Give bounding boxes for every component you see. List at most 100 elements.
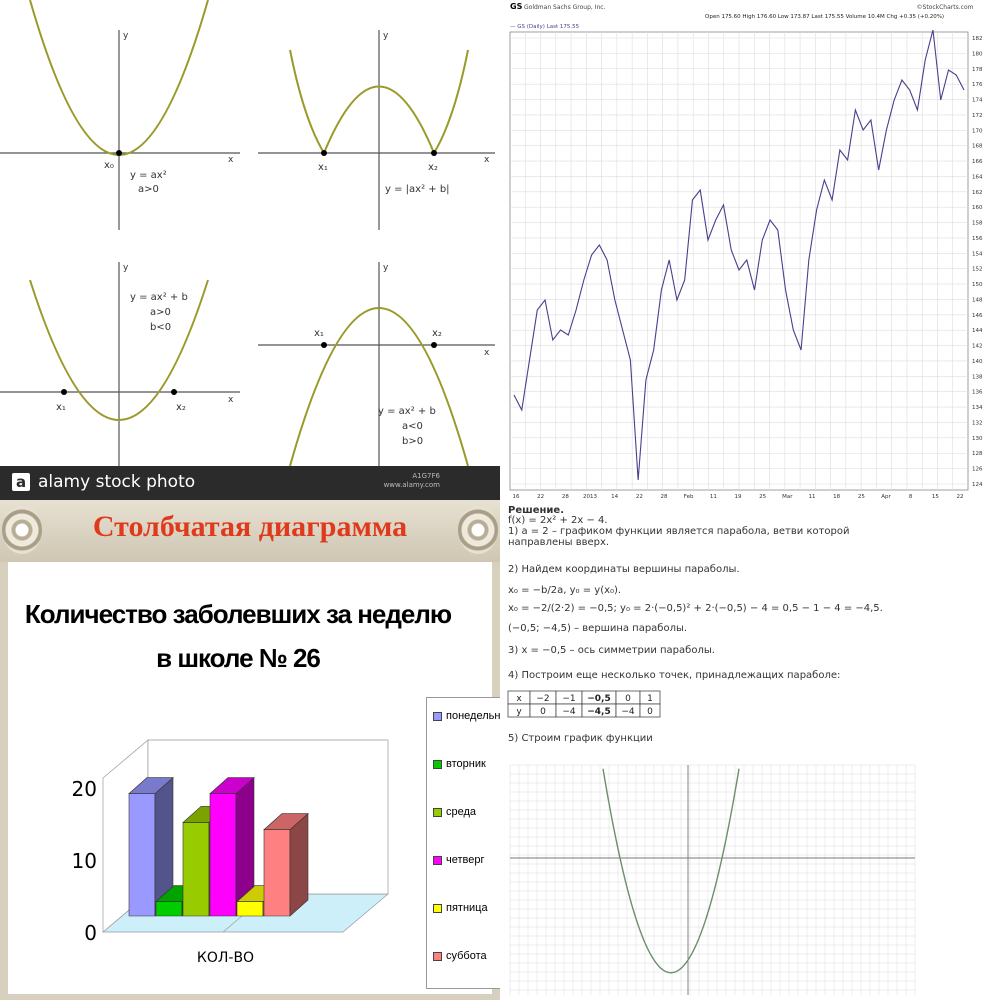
stock-line-chart: GS Goldman Sachs Group, Inc. ©StockChart…	[509, 2, 983, 500]
chart-legend: понедельник вторник среда четверг пятница суб…	[426, 697, 500, 989]
series-legend: — GS (Daily) Last 175.55	[510, 24, 580, 30]
slide-frame-left	[0, 562, 8, 1000]
table-cell: −2	[536, 694, 549, 704]
x-tick-label: 22	[537, 494, 544, 500]
x-tick-label: 19	[735, 494, 742, 500]
point-label: x₀	[104, 160, 114, 171]
y-tick-label: 20	[72, 777, 97, 801]
ohlc-readout: Open 175.60 High 176.60 Low 173.87 Last …	[705, 14, 944, 20]
point-label: x₁	[56, 402, 66, 413]
formula: y = ax²	[130, 170, 167, 181]
y-tick-label: 168	[972, 144, 983, 150]
y-tick-label: 124	[972, 482, 983, 488]
x-tick-label: 18	[833, 494, 840, 500]
bar-суббота	[263, 812, 309, 917]
y-tick-label: 172	[972, 113, 983, 119]
point-label: x₁	[314, 328, 324, 339]
x-axis-label: x	[484, 155, 490, 165]
table-cell: −1	[562, 694, 575, 704]
legend-label: понедельник	[446, 710, 500, 722]
point-label: x₂	[432, 328, 442, 339]
table-cell: −4,5	[587, 707, 610, 717]
graph-ax2-b-positive-a: y x x₁ x₂ y = ax² + b a>0 b<0	[0, 262, 240, 466]
legend-item: понедельник	[433, 710, 500, 722]
alamy-image-id: A1G7F6 www.alamy.com	[383, 472, 440, 489]
y-tick-label: 10	[72, 849, 97, 873]
y-tick-label: 180	[972, 51, 983, 57]
y-tick-label: 146	[972, 313, 983, 319]
solution-panel: Решение. f(x) = 2x² + 2x − 4. 1) a = 2 – г…	[500, 505, 1000, 1000]
legend-item: суббота	[433, 950, 487, 962]
condition: a<0	[402, 421, 423, 432]
slide-frame-top	[0, 500, 500, 562]
x-tick-label: 16	[513, 494, 520, 500]
chart-title: Количество заболевших за неделю в школе …	[24, 599, 452, 673]
legend-label: суббота	[446, 950, 487, 962]
y-tick-label: 136	[972, 390, 983, 396]
x-tick-label: Apr	[881, 494, 891, 500]
solution-line: x₀ = −b/2a, y₀ = y(x₀).	[508, 585, 622, 596]
x-tick-label: 25	[858, 494, 865, 500]
point-label: x₂	[428, 162, 438, 173]
x-tick-label: Feb	[684, 494, 694, 500]
solution-line: x₀ = −2/(2·2) = −0,5; y₀ = 2·(−0,5)² + 2…	[508, 603, 883, 614]
scroll-ornament-right	[458, 506, 498, 554]
table-cell: −4	[621, 707, 635, 717]
x-tick-label: Mar	[782, 494, 793, 500]
y-tick-label: 182	[972, 36, 983, 42]
slide-title: Столбчатая диаграмма	[92, 510, 408, 543]
condition: a>0	[150, 307, 171, 318]
solution-line: f(x) = 2x² + 2x − 4.	[508, 515, 608, 526]
legend-swatch	[433, 711, 442, 721]
condition: a>0	[138, 184, 159, 195]
y-tick-label: 158	[972, 221, 983, 227]
y-tick-label: 130	[972, 436, 983, 442]
solution-line: Решение.	[508, 505, 565, 516]
legend-label: четверг	[446, 854, 485, 866]
y-tick-label: 144	[972, 328, 983, 334]
x-tick-label: 11	[809, 494, 816, 500]
point-label: x₁	[318, 162, 328, 173]
alamy-watermark-bar: a alamy stock photo A1G7F6 www.alamy.com	[0, 466, 500, 500]
y-tick-label: 174	[972, 98, 983, 104]
price-series-line	[513, 29, 965, 481]
solution-line: 2) Найдем координаты вершины параболы.	[508, 564, 740, 575]
y-axis-label: y	[123, 31, 129, 41]
formula: y = |ax² + b|	[385, 184, 450, 195]
solution-line: (−0,5; −4,5) – вершина параболы.	[508, 623, 688, 634]
x-axis-label: x	[228, 395, 234, 405]
parabola-diagrams-panel: y x x₀ y = ax² a>0 y x x₁ x₂ y = |ax² + …	[0, 0, 500, 500]
x-axis-label: x	[484, 348, 490, 358]
bar-chart-3d: 0 10 20 КОЛ-ВО	[72, 739, 389, 966]
stock-chart-panel: GS Goldman Sachs Group, Inc. ©StockChart…	[500, 0, 1000, 505]
y-tick-label: 150	[972, 282, 983, 288]
legend-item: вторник	[433, 758, 486, 770]
legend-item: среда	[433, 806, 476, 818]
x-tick-label: 14	[611, 494, 618, 500]
table-cell: −4	[562, 707, 576, 717]
y-tick-label: 170	[972, 128, 983, 134]
table-cell: x	[516, 694, 522, 704]
legend-label: пятница	[446, 902, 488, 914]
x-tick-label: 28	[661, 494, 668, 500]
x-tick-label: 25	[759, 494, 766, 500]
table-cell: −0,5	[587, 694, 610, 704]
y-tick-label: 178	[972, 67, 983, 73]
graph-y-ax2: y x x₀ y = ax² a>0	[0, 0, 240, 230]
y-tick-label: 148	[972, 297, 983, 303]
y-tick-label: 142	[972, 344, 983, 350]
company-name: Goldman Sachs Group, Inc.	[524, 4, 606, 11]
y-tick-label: 126	[972, 467, 983, 473]
condition: b<0	[150, 322, 171, 333]
table-cell: y	[516, 707, 522, 717]
solution-line: 3) x = −0,5 – ось симметрии параболы.	[508, 645, 715, 656]
y-tick-label: 166	[972, 159, 983, 165]
solution-line: 4) Построим еще несколько точек, принадл…	[508, 670, 841, 681]
chart-area: Количество заболевших за неделю в школе …	[8, 562, 500, 994]
solution-line: 1) a = 2 – графиком функции является пар…	[508, 526, 850, 537]
source-label: ©StockCharts.com	[917, 4, 974, 11]
graph-ax2-b-negative-a: y x x₁ x₂ y = ax² + b a<0 b>0	[258, 262, 495, 467]
table-cell: 0	[647, 707, 653, 717]
alamy-logo-icon: a	[12, 473, 30, 491]
y-tick-label: 134	[972, 405, 983, 411]
